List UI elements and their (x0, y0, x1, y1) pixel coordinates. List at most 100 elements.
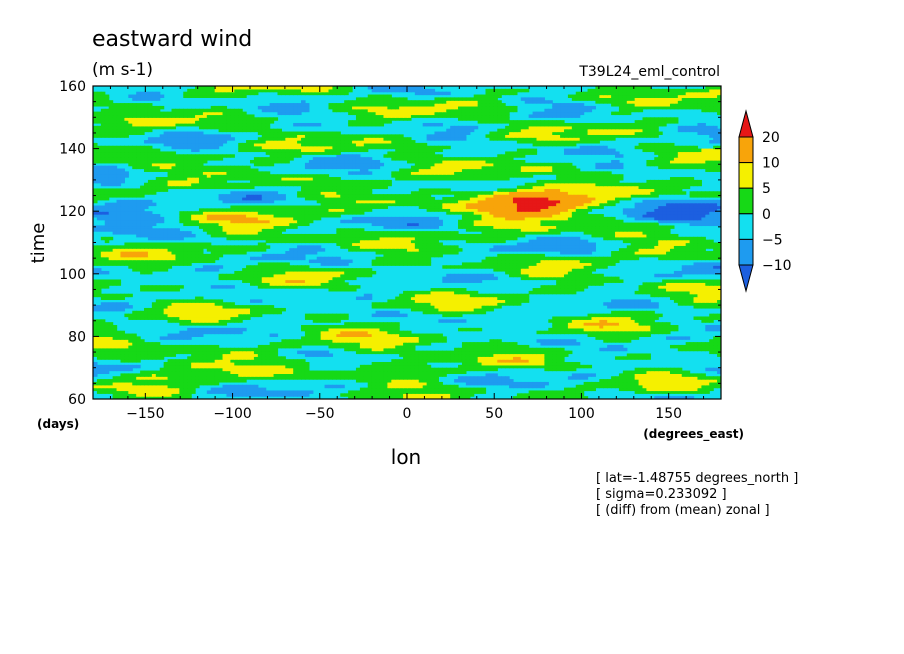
field-cell (226, 330, 231, 335)
field-cell (116, 353, 122, 357)
field-cell (701, 296, 706, 301)
field-cell (159, 313, 165, 318)
field-cell (324, 333, 330, 337)
field-cell (689, 384, 695, 389)
field-cell (426, 381, 432, 386)
field-cell (191, 344, 196, 349)
field-cell (167, 393, 173, 397)
field-cell (344, 339, 349, 343)
field-cell (403, 396, 408, 399)
field-cell (171, 305, 177, 309)
field-cell (222, 319, 228, 323)
field-cell (128, 336, 133, 340)
field-cell (669, 373, 675, 377)
field-cell (163, 307, 169, 312)
field-cell (520, 362, 526, 366)
field-cell (705, 251, 710, 255)
field-cell (693, 342, 699, 346)
field-cell (571, 364, 577, 369)
field-cell (336, 285, 341, 289)
field-cell (379, 302, 385, 306)
field-cell (626, 302, 632, 306)
field-cell (336, 242, 341, 246)
field-cell (116, 262, 122, 266)
field-cell (669, 279, 675, 283)
field-cell (556, 245, 561, 249)
field-cell (540, 242, 545, 246)
field-cell (336, 342, 341, 346)
field-cell (171, 387, 177, 392)
field-cell (458, 353, 463, 357)
field-cell (469, 239, 475, 244)
field-cell (615, 313, 620, 318)
field-cell (646, 251, 651, 255)
field-cell (516, 248, 522, 252)
field-cell (634, 381, 640, 386)
field-cell (473, 299, 479, 303)
field-cell (265, 347, 271, 352)
field-cell (108, 279, 114, 283)
field-cell (269, 344, 275, 349)
field-cell (666, 248, 671, 252)
field-cell (446, 279, 451, 283)
field-cell (269, 268, 275, 272)
field-cell (387, 362, 392, 366)
field-cell (159, 256, 165, 261)
field-cell (434, 353, 439, 357)
field-cell (689, 396, 695, 399)
field-cell (355, 330, 361, 335)
field-cell (442, 265, 447, 269)
field-cell (257, 370, 263, 374)
field-cell (567, 325, 573, 329)
field-cell (250, 265, 255, 269)
field-cell (599, 333, 604, 337)
field-cell (697, 387, 702, 392)
field-cell (116, 396, 122, 399)
field-cell (171, 251, 177, 255)
field-cell (677, 344, 683, 349)
field-cell (458, 265, 463, 269)
field-cell (179, 379, 184, 383)
field-cell (293, 270, 298, 275)
field-cell (116, 344, 122, 349)
field-cell (414, 256, 420, 261)
field-cell (206, 305, 212, 309)
field-cell (536, 270, 542, 275)
field-cell (179, 347, 184, 352)
field-cell (595, 325, 600, 329)
field-cell (450, 367, 455, 372)
field-cell (642, 285, 648, 289)
field-cell (709, 253, 714, 258)
field-cell (167, 285, 173, 289)
field-cell (332, 333, 337, 337)
field-cell (285, 262, 290, 266)
field-cell (446, 367, 451, 372)
field-cell (147, 256, 153, 261)
field-cell (375, 373, 381, 377)
field-cell (175, 384, 180, 389)
field-cell (434, 356, 439, 360)
field-cell (352, 344, 357, 349)
field-cell (206, 390, 212, 394)
field-cell (344, 336, 349, 340)
field-cell (269, 276, 275, 281)
field-cell (701, 270, 706, 275)
field-cell (100, 353, 106, 357)
field-cell (493, 342, 498, 346)
field-cell (202, 379, 208, 383)
field-cell (662, 251, 667, 255)
field-cell (391, 239, 396, 244)
field-cell (450, 248, 455, 252)
field-cell (171, 350, 177, 355)
field-cell (618, 327, 624, 332)
field-cell (359, 367, 365, 372)
field-cell (155, 313, 161, 318)
field-cell (206, 373, 212, 377)
field-cell (214, 359, 220, 363)
field-cell (155, 379, 161, 383)
field-cell (96, 307, 102, 312)
field-cell (250, 347, 255, 352)
field-cell (281, 367, 286, 372)
field-cell (442, 387, 447, 392)
field-cell (713, 265, 718, 269)
